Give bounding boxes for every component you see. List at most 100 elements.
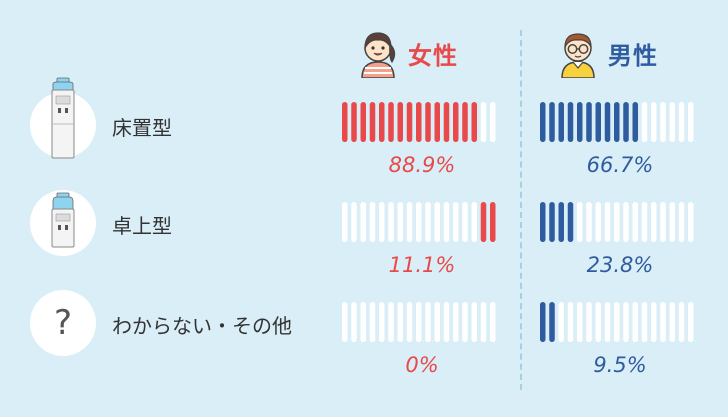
- value-label-female-tabletop: 11.1%: [388, 253, 456, 277]
- bar-segment-female-floor-7: [397, 102, 403, 142]
- bar-segment-female-floor-4: [369, 102, 376, 142]
- bar-segment-male-unknown-10: [623, 302, 629, 342]
- bar-segment-female-tabletop-4: [369, 202, 376, 242]
- bar-segment-male-unknown-3: [558, 302, 564, 342]
- bar-segment-male-unknown-4: [567, 302, 574, 342]
- bar-segment-male-unknown-7: [595, 302, 601, 342]
- bar-segment-male-unknown-15: [669, 302, 675, 342]
- bar-segment-male-tabletop-6: [586, 202, 592, 242]
- bar-segment-male-floor-9: [614, 102, 620, 142]
- female-header: 女性: [356, 28, 458, 78]
- bar-segment-female-tabletop-17: [490, 202, 496, 242]
- bar-segment-female-unknown-15: [471, 302, 477, 342]
- bar-segment-male-floor-7: [595, 102, 601, 142]
- bar-segment-female-unknown-8: [406, 302, 413, 342]
- bar-male-floor: [540, 102, 694, 142]
- bar-segment-female-unknown-11: [434, 302, 440, 342]
- bar-segment-male-floor-8: [604, 102, 611, 142]
- bar-segment-female-floor-2: [351, 102, 357, 142]
- bar-segment-male-unknown-6: [586, 302, 592, 342]
- bar-segment-female-floor-16: [480, 102, 487, 142]
- bar-segment-female-tabletop-5: [379, 202, 385, 242]
- bar-segment-male-floor-14: [660, 102, 666, 142]
- bar-segment-female-tabletop-14: [462, 202, 468, 242]
- bar-segment-male-tabletop-17: [688, 202, 694, 242]
- bar-segment-male-tabletop-3: [558, 202, 564, 242]
- bar-segment-female-floor-6: [388, 102, 394, 142]
- bar-segment-female-floor-1: [342, 102, 348, 142]
- bar-segment-male-floor-3: [558, 102, 564, 142]
- bar-segment-female-unknown-4: [369, 302, 376, 342]
- bar-segment-male-tabletop-1: [540, 202, 546, 242]
- bar-segment-male-tabletop-7: [595, 202, 601, 242]
- female-header-label: 女性: [408, 41, 458, 70]
- row-label-floor: 床置型: [112, 116, 172, 140]
- bar-segment-male-tabletop-4: [567, 202, 574, 242]
- bar-segment-male-tabletop-9: [614, 202, 620, 242]
- bar-segment-female-floor-10: [425, 102, 431, 142]
- bar-segment-male-floor-12: [641, 102, 648, 142]
- bar-segment-female-unknown-1: [342, 302, 348, 342]
- row-icon-tabletop: [30, 190, 96, 256]
- value-label-male-tabletop: 23.8%: [586, 253, 654, 277]
- bar-segment-female-unknown-17: [490, 302, 496, 342]
- row-label-unknown: わからない・その他: [112, 314, 292, 338]
- bar-female-tabletop: [342, 202, 496, 242]
- bar-segment-male-tabletop-16: [678, 202, 685, 242]
- value-label-male-unknown: 9.5%: [593, 353, 647, 377]
- bar-segment-male-unknown-16: [678, 302, 685, 342]
- gender-divider: [520, 30, 522, 390]
- bar-segment-male-tabletop-15: [669, 202, 675, 242]
- bar-segment-male-unknown-14: [660, 302, 666, 342]
- bar-segment-male-unknown-1: [540, 302, 546, 342]
- bar-segment-male-tabletop-12: [641, 202, 648, 242]
- bar-segment-female-unknown-16: [480, 302, 487, 342]
- bar-male-unknown: [540, 302, 694, 342]
- bar-segment-male-tabletop-5: [577, 202, 583, 242]
- bar-segment-female-tabletop-15: [471, 202, 477, 242]
- bar-segment-female-floor-8: [406, 102, 413, 142]
- bar-segment-female-unknown-14: [462, 302, 468, 342]
- row-icon-unknown: ?: [30, 290, 96, 356]
- row-icon-floor: [30, 77, 96, 159]
- male-avatar-icon: [561, 33, 595, 78]
- bar-segment-female-unknown-13: [453, 302, 459, 342]
- bar-segment-male-unknown-12: [641, 302, 648, 342]
- bar-segment-female-unknown-6: [388, 302, 394, 342]
- bar-segment-male-floor-1: [540, 102, 546, 142]
- bar-segment-male-unknown-2: [549, 302, 555, 342]
- bar-segment-female-tabletop-13: [453, 202, 459, 242]
- row-label-tabletop: 卓上型: [112, 214, 172, 238]
- bar-segment-female-tabletop-2: [351, 202, 357, 242]
- bar-segment-female-tabletop-12: [443, 202, 450, 242]
- bar-segment-female-tabletop-6: [388, 202, 394, 242]
- female-avatar-icon: [361, 32, 396, 78]
- floor-water-dispenser-icon: [51, 77, 75, 159]
- bar-male-tabletop: [540, 202, 694, 242]
- bar-segment-female-unknown-12: [443, 302, 450, 342]
- bar-segment-female-tabletop-8: [406, 202, 413, 242]
- bar-segment-female-tabletop-16: [480, 202, 487, 242]
- bar-segment-female-unknown-5: [379, 302, 385, 342]
- bar-segment-male-floor-6: [586, 102, 592, 142]
- bar-segment-female-floor-14: [462, 102, 468, 142]
- bar-segment-male-unknown-8: [604, 302, 611, 342]
- bar-segment-male-tabletop-2: [549, 202, 555, 242]
- male-header: 男性: [556, 28, 658, 78]
- bar-female-unknown: [342, 302, 496, 342]
- question-mark-icon: ?: [53, 303, 73, 343]
- bar-segment-female-floor-15: [471, 102, 477, 142]
- bar-segment-female-tabletop-9: [416, 202, 422, 242]
- bar-segment-male-floor-2: [549, 102, 555, 142]
- bar-segment-female-floor-5: [379, 102, 385, 142]
- bar-segment-male-tabletop-13: [651, 202, 657, 242]
- bar-segment-male-unknown-13: [651, 302, 657, 342]
- value-label-female-unknown: 0%: [405, 353, 439, 377]
- bar-segment-male-tabletop-11: [632, 202, 638, 242]
- bar-segment-female-unknown-2: [351, 302, 357, 342]
- bar-segment-male-floor-15: [669, 102, 675, 142]
- bar-segment-female-tabletop-1: [342, 202, 348, 242]
- male-header-label: 男性: [608, 41, 658, 70]
- bar-segment-male-unknown-17: [688, 302, 694, 342]
- bar-segment-female-unknown-7: [397, 302, 403, 342]
